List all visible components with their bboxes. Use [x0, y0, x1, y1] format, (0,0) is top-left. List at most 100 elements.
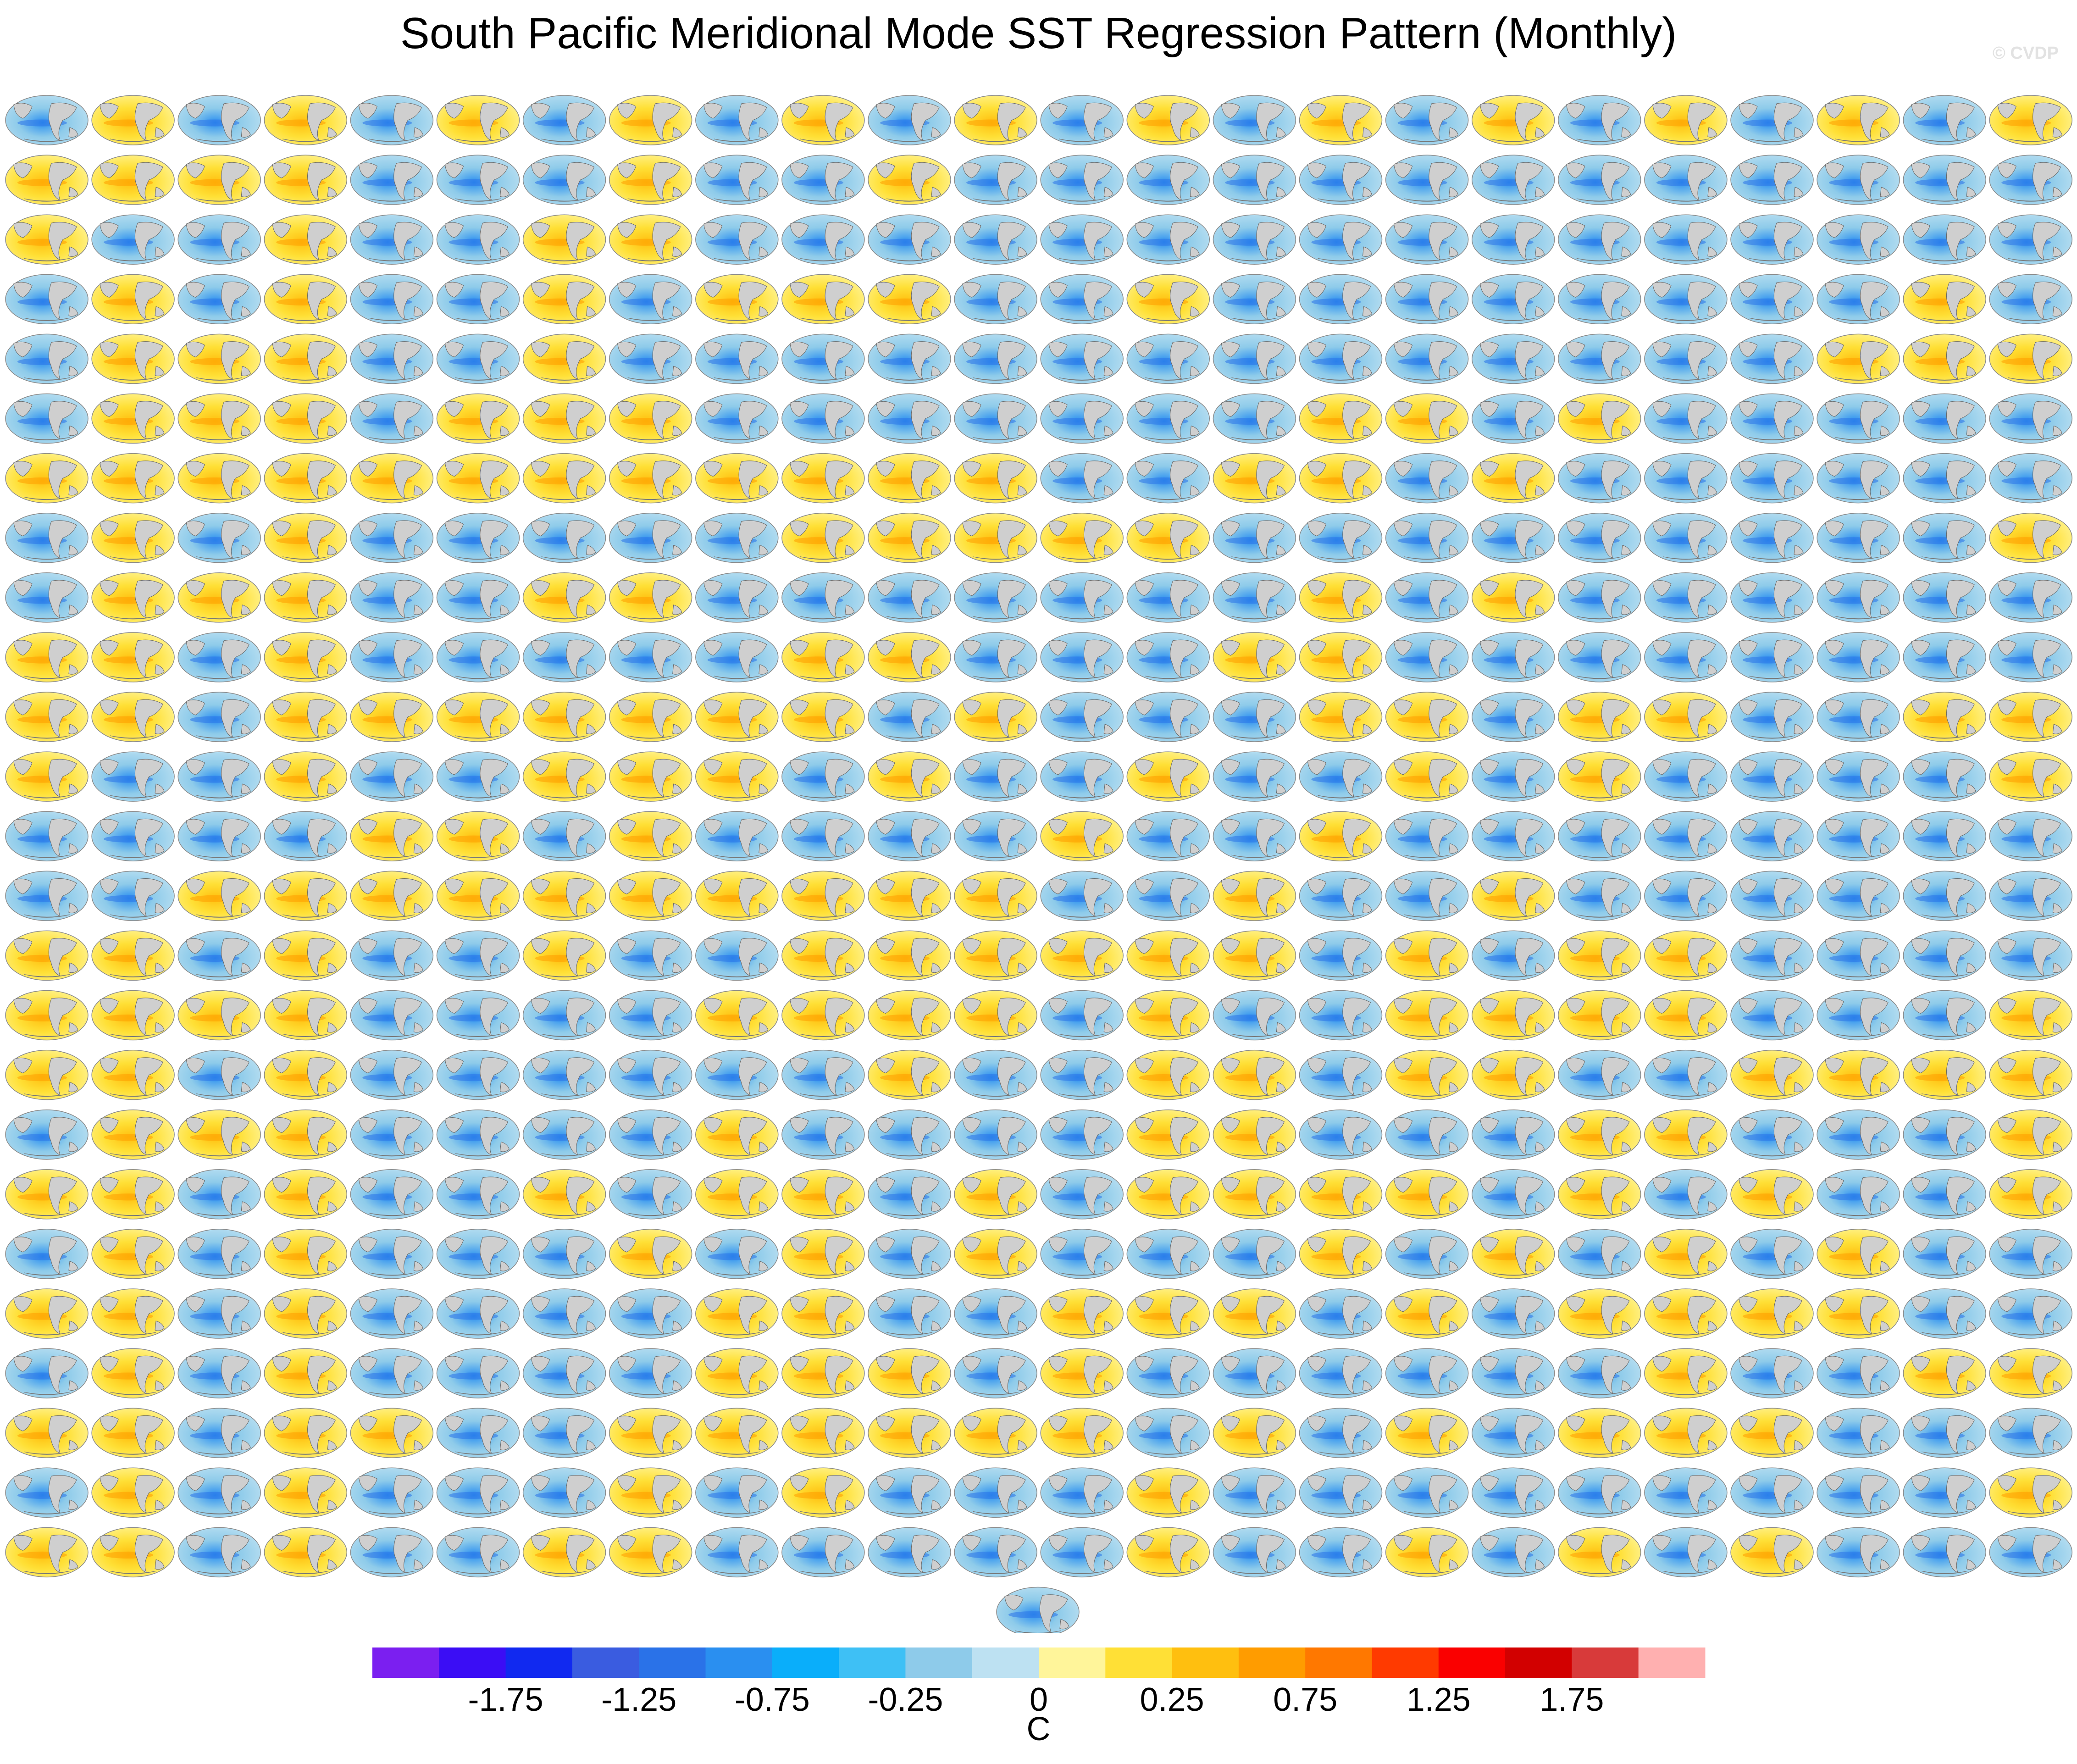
- map-panel: [436, 512, 520, 563]
- map-panel: [1989, 453, 2073, 504]
- map-panel: [1989, 512, 2073, 563]
- map-panel: [1644, 1288, 1728, 1339]
- map-panel: [264, 930, 348, 981]
- map-panel: [5, 1109, 89, 1160]
- map-panel: [1644, 1527, 1728, 1578]
- map-panel: [1989, 1467, 2073, 1518]
- map-panel: [781, 214, 865, 265]
- map-panel: [91, 1049, 175, 1100]
- map-panel: [436, 1527, 520, 1578]
- map-panel: [1903, 1049, 1986, 1100]
- map-panel: [609, 1169, 692, 1220]
- map-panel: [177, 1527, 261, 1578]
- map-panel: [1644, 990, 1728, 1041]
- map-panel: [1989, 95, 2073, 145]
- map-panel: [5, 871, 89, 921]
- map-panel: [1817, 990, 1900, 1041]
- map-panel: [1213, 333, 1296, 384]
- map-panel: [522, 811, 606, 861]
- map-panel: [695, 214, 779, 265]
- map-panel: [954, 751, 1037, 802]
- map-panel: [1213, 1527, 1296, 1578]
- map-panel: [1126, 632, 1210, 682]
- map-panel: [1040, 751, 1124, 802]
- map-panel: [436, 1408, 520, 1458]
- map-panel: [436, 1049, 520, 1100]
- map-panel: [1644, 1467, 1728, 1518]
- map-panel: [1989, 1169, 2073, 1220]
- map-panel: [350, 453, 434, 504]
- map-panel: [1471, 512, 1555, 563]
- map-panel: [695, 1288, 779, 1339]
- map-panel: [1730, 333, 1814, 384]
- map-panel: [954, 1467, 1037, 1518]
- map-panel: [5, 155, 89, 205]
- map-panel: [1213, 692, 1296, 742]
- map-panel: [1817, 1467, 1900, 1518]
- map-panel: [1471, 990, 1555, 1041]
- map-panel: [1471, 274, 1555, 325]
- map-panel: [1644, 1229, 1728, 1279]
- map-panel: [1385, 930, 1469, 981]
- map-panel: [522, 1527, 606, 1578]
- map-panel: [522, 692, 606, 742]
- map-panel: [1040, 214, 1124, 265]
- map-panel: [695, 930, 779, 981]
- map-panel: [91, 1348, 175, 1398]
- map-panel: [1126, 811, 1210, 861]
- map-panel: [264, 1229, 348, 1279]
- page-title: South Pacific Meridional Mode SST Regres…: [400, 9, 1677, 58]
- map-panel: [264, 572, 348, 623]
- map-panel: [868, 512, 951, 563]
- map-panel: [1817, 1109, 1900, 1160]
- map-panel: [522, 1288, 606, 1339]
- map-panel: [954, 692, 1037, 742]
- map-panel: [522, 930, 606, 981]
- map-panel: [868, 1408, 951, 1458]
- map-panel: [695, 1408, 779, 1458]
- map-panel: [350, 95, 434, 145]
- colorbar-box: [1172, 1648, 1239, 1678]
- map-panel: [1730, 453, 1814, 504]
- map-panel: [1817, 512, 1900, 563]
- map-panel: [609, 990, 692, 1041]
- colorbar-box: [1372, 1648, 1439, 1678]
- map-panel: [1299, 1348, 1383, 1398]
- map-panel: [1471, 393, 1555, 444]
- map-panel: [5, 632, 89, 682]
- map-panel: [954, 1348, 1037, 1398]
- colorbar-tick-label: 0: [1030, 1681, 1048, 1718]
- colorbar-tick-label: 0.75: [1273, 1681, 1337, 1718]
- map-panel: [177, 1467, 261, 1518]
- map-panel: [1213, 871, 1296, 921]
- map-panel: [868, 990, 951, 1041]
- map-panel: [91, 811, 175, 861]
- colorbar-tick-label: -0.75: [735, 1681, 810, 1718]
- map-panel: [91, 871, 175, 921]
- map-panel: [177, 1348, 261, 1398]
- colorbar-box: [1105, 1648, 1173, 1678]
- map-panel: [1040, 453, 1124, 504]
- map-panel: [522, 95, 606, 145]
- map-panel: [1558, 871, 1641, 921]
- map-panel: [1558, 572, 1641, 623]
- map-panel: [1040, 1229, 1124, 1279]
- map-panel: [1385, 871, 1469, 921]
- map-panel: [1040, 811, 1124, 861]
- map-panel: [1817, 1288, 1900, 1339]
- map-panel: [781, 333, 865, 384]
- map-panel: [868, 95, 951, 145]
- map-panel: [264, 95, 348, 145]
- map-panel: [1558, 214, 1641, 265]
- map-panel: [1989, 1229, 2073, 1279]
- map-panel: [5, 214, 89, 265]
- colorbar-box: [572, 1648, 639, 1678]
- map-panel: [1471, 453, 1555, 504]
- map-panel: [350, 1049, 434, 1100]
- map-panel: [868, 393, 951, 444]
- map-panel: [1126, 1229, 1210, 1279]
- map-panel: [1385, 632, 1469, 682]
- map-panel: [1644, 632, 1728, 682]
- map-panel: [177, 990, 261, 1041]
- map-panel: [350, 274, 434, 325]
